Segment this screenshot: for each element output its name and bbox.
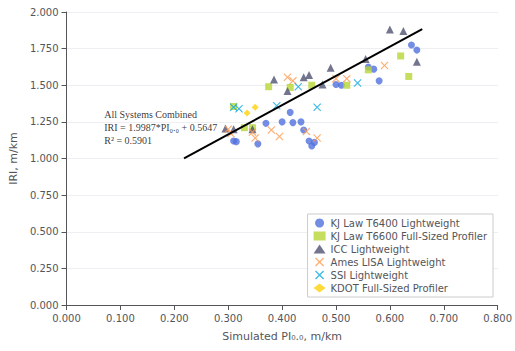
svg-text:Simulated PI₀.₀, m/km: Simulated PI₀.₀, m/km [222,330,342,343]
svg-text:SSI Lightweight: SSI Lightweight [331,270,409,281]
svg-text:1.000: 1.000 [30,153,59,164]
svg-text:0.000: 0.000 [52,313,81,324]
svg-text:0.800: 0.800 [483,313,512,324]
svg-text:ICC Lightweight: ICC Lightweight [331,244,410,255]
svg-text:1.750: 1.750 [30,43,59,54]
svg-text:R² = 0.5901: R² = 0.5901 [104,135,152,146]
svg-text:0.750: 0.750 [30,190,59,201]
svg-text:1.250: 1.250 [30,116,59,127]
svg-text:0.600: 0.600 [376,313,405,324]
svg-text:0.100: 0.100 [106,313,135,324]
svg-text:All Systems Combined: All Systems Combined [104,109,197,120]
svg-text:0.200: 0.200 [160,313,189,324]
svg-text:KDOT Full-Sized Profiler: KDOT Full-Sized Profiler [331,283,449,294]
svg-text:Ames LISA Lightweight: Ames LISA Lightweight [331,257,446,268]
svg-text:0.500: 0.500 [30,226,59,237]
svg-text:1.500: 1.500 [30,80,59,91]
svg-text:0.400: 0.400 [268,313,297,324]
svg-text:KJ Law T6600 Full-Sized Profil: KJ Law T6600 Full-Sized Profiler [331,231,488,242]
svg-text:2.000: 2.000 [30,7,59,18]
svg-text:KJ Law T6400 Lightweight: KJ Law T6400 Lightweight [331,218,460,229]
svg-text:IRI = 1.9987*PI₀.₀ + 0.5647: IRI = 1.9987*PI₀.₀ + 0.5647 [104,122,217,133]
svg-text:0.500: 0.500 [322,313,351,324]
svg-text:0.300: 0.300 [214,313,243,324]
svg-text:0.250: 0.250 [30,263,59,274]
svg-text:IRI, m/km: IRI, m/km [7,132,20,185]
svg-text:0.000: 0.000 [30,300,59,311]
svg-text:0.700: 0.700 [429,313,458,324]
